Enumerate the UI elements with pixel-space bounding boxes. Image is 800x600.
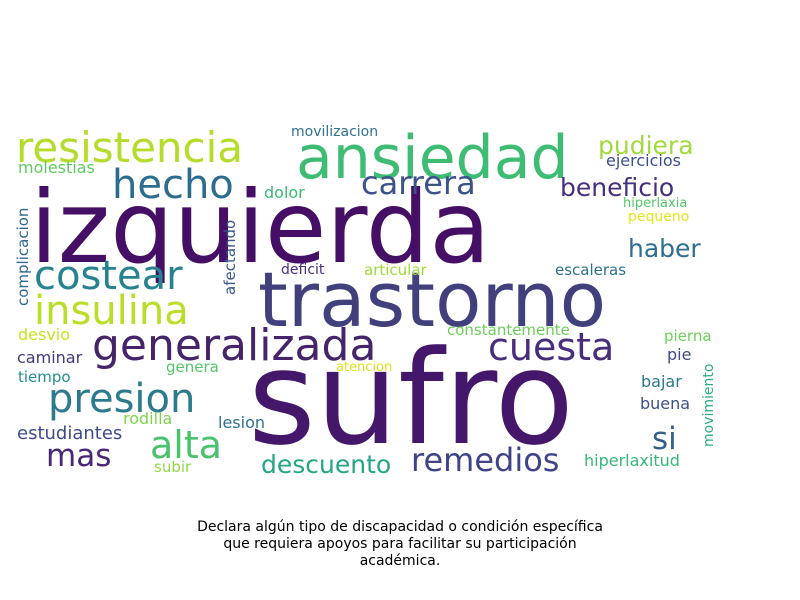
word-beneficio: beneficio bbox=[560, 173, 674, 202]
word-hiperlaxia: hiperlaxia bbox=[623, 196, 687, 211]
word-hiperlaxitud: hiperlaxitud bbox=[584, 451, 680, 470]
word-escaleras: escaleras bbox=[555, 261, 626, 279]
word-pierna: pierna bbox=[664, 327, 712, 345]
caption-line-2: que requiera apoyos para facilitar su pa… bbox=[223, 536, 577, 552]
word-ansiedad: ansiedad bbox=[296, 123, 569, 193]
word-carrera: carrera bbox=[361, 164, 476, 202]
word-alta: alta bbox=[150, 423, 222, 467]
word-pudiera: pudiera bbox=[598, 131, 694, 160]
word-remedios: remedios bbox=[411, 441, 559, 479]
word-costear: costear bbox=[34, 253, 183, 299]
word-si: si bbox=[652, 421, 677, 457]
word-afectando: afectando bbox=[221, 220, 239, 295]
word-trastorno: trastorno bbox=[258, 255, 606, 344]
word-presion: presion bbox=[48, 376, 195, 422]
figure-caption: Declara algún tipo de discapacidad o con… bbox=[150, 519, 650, 570]
caption-line-1: Declara algún tipo de discapacidad o con… bbox=[197, 519, 603, 535]
word-estudiantes: estudiantes bbox=[17, 423, 122, 444]
word-generalizada: generalizada bbox=[92, 320, 376, 371]
word-deficit: deficit bbox=[281, 262, 325, 278]
word-resistencia: resistencia bbox=[16, 123, 243, 172]
caption-line-3: académica. bbox=[359, 553, 441, 569]
word-hecho: hecho bbox=[112, 162, 234, 208]
word-pie: pie bbox=[667, 345, 691, 364]
word-atencion: atencion bbox=[336, 360, 392, 375]
word-bajar: bajar bbox=[641, 372, 682, 391]
word-ejercicios: ejercicios bbox=[606, 151, 681, 170]
word-constantemente: constantemente bbox=[447, 321, 570, 339]
word-movilizacion: movilizacion bbox=[291, 124, 378, 140]
word-pequeno: pequeno bbox=[628, 209, 689, 225]
word-caminar: caminar bbox=[17, 348, 83, 367]
word-tiempo: tiempo bbox=[18, 368, 71, 386]
word-izquierda: izquierda bbox=[30, 169, 491, 286]
word-sufro: sufro bbox=[248, 322, 574, 474]
word-complicacion: complicacion bbox=[14, 208, 32, 306]
word-mas: mas bbox=[46, 438, 111, 474]
word-descuento: descuento bbox=[261, 450, 391, 479]
word-haber: haber bbox=[628, 234, 701, 263]
word-desvio: desvio bbox=[18, 325, 70, 344]
word-rodilla: rodilla bbox=[123, 409, 172, 428]
word-buena: buena bbox=[640, 394, 690, 413]
word-articular: articular bbox=[364, 261, 428, 279]
word-insulina: insulina bbox=[34, 288, 189, 334]
word-lesion: lesion bbox=[218, 413, 265, 432]
word-molestias: molestias bbox=[18, 158, 95, 177]
word-dolor: dolor bbox=[264, 183, 305, 202]
word-movimiento: movimiento bbox=[701, 364, 717, 447]
word-subir: subir bbox=[154, 458, 192, 476]
word-genera: genera bbox=[166, 358, 219, 376]
word-cuesta: cuesta bbox=[488, 325, 614, 369]
